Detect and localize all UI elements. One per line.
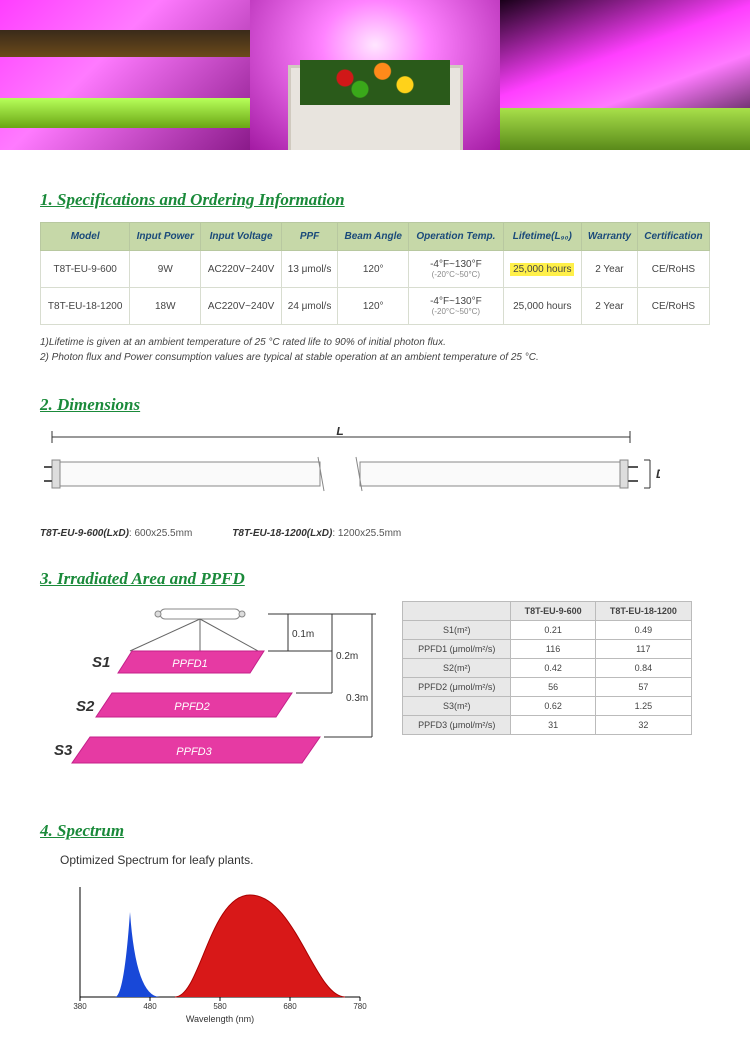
svg-text:PPFD3: PPFD3 <box>176 746 212 758</box>
svg-text:S3: S3 <box>54 742 73 759</box>
svg-text:380: 380 <box>73 1002 87 1011</box>
spec-th: Warranty <box>582 223 638 251</box>
spec-th: Beam Angle <box>338 223 409 251</box>
svg-text:780: 780 <box>353 1002 367 1011</box>
spec-row: T8T-EU-9-6009WAC220V~240V13 μmol/s120°-4… <box>41 251 710 288</box>
svg-text:480: 480 <box>143 1002 157 1011</box>
svg-text:PPFD2: PPFD2 <box>174 701 209 713</box>
hero-image-strip <box>0 0 750 150</box>
spec-th: Model <box>41 223 130 251</box>
svg-text:Wavelength (nm): Wavelength (nm) <box>186 1014 254 1024</box>
dim-item: T8T-EU-9-600(LxD): 600x25.5mm <box>40 528 192 539</box>
ppfd-row: S2(m²)0.420.84 <box>403 659 692 678</box>
ppfd-diagram: PPFD1 PPFD2 PPFD3 S1 S2 S3 0.1m 0.2m 0.3… <box>40 601 380 791</box>
spec-th: Lifetime(L₉₀) <box>503 223 582 251</box>
section-title-spec: 1. Specifications and Ordering Informati… <box>40 190 710 210</box>
svg-text:D: D <box>656 467 660 481</box>
ppfd-row: PPFD2 (μmol/m²/s)5657 <box>403 678 692 697</box>
spec-row: T8T-EU-18-120018WAC220V~240V24 μmol/s120… <box>41 288 710 325</box>
dimensions-diagram: L D T8T-EU-9-600(LxD): 600x25.5mm T8T-EU-… <box>40 427 710 539</box>
spec-th: Certification <box>637 223 709 251</box>
spec-table: ModelInput PowerInput VoltagePPFBeam Ang… <box>40 222 710 325</box>
spec-notes: 1)Lifetime is given at an ambient temper… <box>40 335 710 365</box>
ppfd-row: PPFD1 (μmol/m²/s)116117 <box>403 640 692 659</box>
ppfd-row: S3(m²)0.621.25 <box>403 697 692 716</box>
svg-text:0.3m: 0.3m <box>346 693 368 704</box>
svg-text:S2: S2 <box>76 698 95 715</box>
dim-item: T8T-EU-18-1200(LxD): 1200x25.5mm <box>232 528 401 539</box>
spectrum-chart: 380 480 580 680 780 Wavelength (nm) <box>60 877 380 1027</box>
spec-th: PPF <box>281 223 337 251</box>
svg-text:L: L <box>336 427 343 438</box>
ppfd-row: S1(m²)0.210.49 <box>403 621 692 640</box>
spectrum-note: Optimized Spectrum for leafy plants. <box>60 853 710 867</box>
svg-text:PPFD1: PPFD1 <box>172 658 207 670</box>
hero-image-1 <box>0 0 250 150</box>
section-title-ppfd: 3. Irradiated Area and PPFD <box>40 569 710 589</box>
svg-text:0.1m: 0.1m <box>292 629 314 640</box>
spec-th: Input Power <box>130 223 201 251</box>
hero-image-2 <box>250 0 500 150</box>
svg-text:S1: S1 <box>92 654 110 671</box>
svg-text:680: 680 <box>283 1002 297 1011</box>
section-title-spectrum: 4. Spectrum <box>40 821 710 841</box>
spec-th: Operation Temp. <box>409 223 503 251</box>
hero-image-3 <box>500 0 750 150</box>
ppfd-row: PPFD3 (μmol/m²/s)3132 <box>403 716 692 735</box>
svg-text:0.2m: 0.2m <box>336 651 358 662</box>
section-title-dim: 2. Dimensions <box>40 395 710 415</box>
ppfd-table: T8T-EU-9-600T8T-EU-18-1200 S1(m²)0.210.4… <box>402 601 692 735</box>
spec-th: Input Voltage <box>201 223 282 251</box>
svg-text:580: 580 <box>213 1002 227 1011</box>
